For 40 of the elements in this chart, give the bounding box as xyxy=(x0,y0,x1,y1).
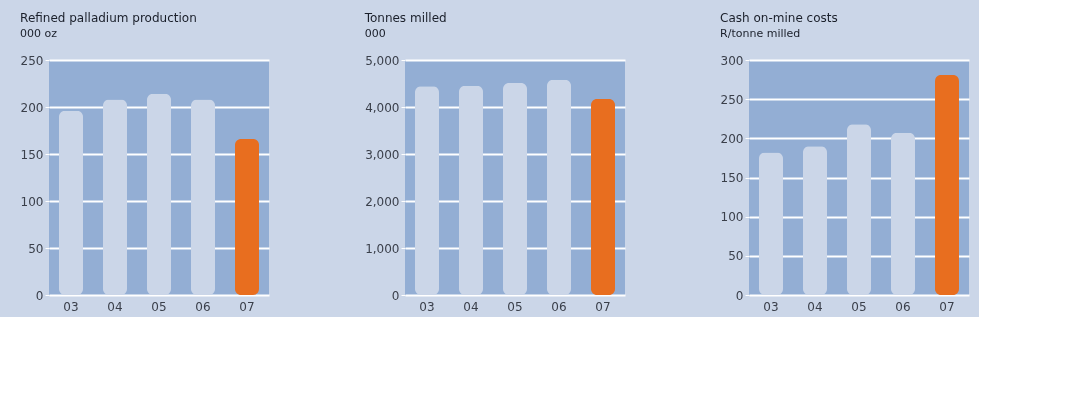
y-tick-label: 0 xyxy=(735,288,744,303)
y-tick-label: 1,000 xyxy=(365,241,400,256)
chart-subtitle: 000 oz xyxy=(20,27,58,40)
x-tick-label: 03 xyxy=(763,299,779,314)
chart-subtitle: 000 xyxy=(364,27,386,40)
x-tick-label: 04 xyxy=(463,299,479,314)
chart-subtitle: R/tonne milled xyxy=(720,27,801,40)
x-tick-label: 04 xyxy=(807,299,823,314)
y-tick-label: 150 xyxy=(720,171,744,185)
x-tick-label: 03 xyxy=(63,299,79,314)
y-tick-label: 100 xyxy=(720,210,744,225)
x-tick-label: 06 xyxy=(895,299,911,314)
y-tick-label: 250 xyxy=(720,92,744,107)
y-tick-label: 150 xyxy=(20,147,44,162)
x-tick-label: 07 xyxy=(595,299,611,314)
y-tick-label: 50 xyxy=(728,249,744,264)
x-tick-label: 06 xyxy=(195,299,211,314)
y-tick-label: 3,000 xyxy=(365,147,400,162)
y-tick-label: 200 xyxy=(20,100,44,115)
x-tick-label: 07 xyxy=(939,299,955,314)
y-tick-label: 0 xyxy=(391,288,400,303)
y-tick-label: 2,000 xyxy=(365,194,400,209)
chart-title: Refined palladium production xyxy=(20,11,197,25)
x-tick-label: 06 xyxy=(551,299,567,314)
chart-title: Tonnes milled xyxy=(363,11,447,25)
y-tick-label: 5,000 xyxy=(365,53,400,68)
x-tick-label: 05 xyxy=(507,299,523,314)
x-tick-label: 05 xyxy=(851,299,867,314)
y-tick-label: 0 xyxy=(35,288,44,303)
chart-title: Cash on-mine costs xyxy=(720,11,838,25)
x-tick-label: 04 xyxy=(107,299,123,314)
x-tick-label: 05 xyxy=(151,299,167,314)
y-tick-label: 200 xyxy=(720,131,744,146)
y-tick-label: 300 xyxy=(720,53,744,68)
x-tick-label: 07 xyxy=(239,299,255,314)
x-tick-label: 03 xyxy=(419,299,435,314)
y-tick-label: 100 xyxy=(20,194,44,209)
y-tick-label: 4,000 xyxy=(365,100,400,115)
y-tick-label: 250 xyxy=(20,53,44,68)
y-tick-label: 50 xyxy=(28,241,44,256)
